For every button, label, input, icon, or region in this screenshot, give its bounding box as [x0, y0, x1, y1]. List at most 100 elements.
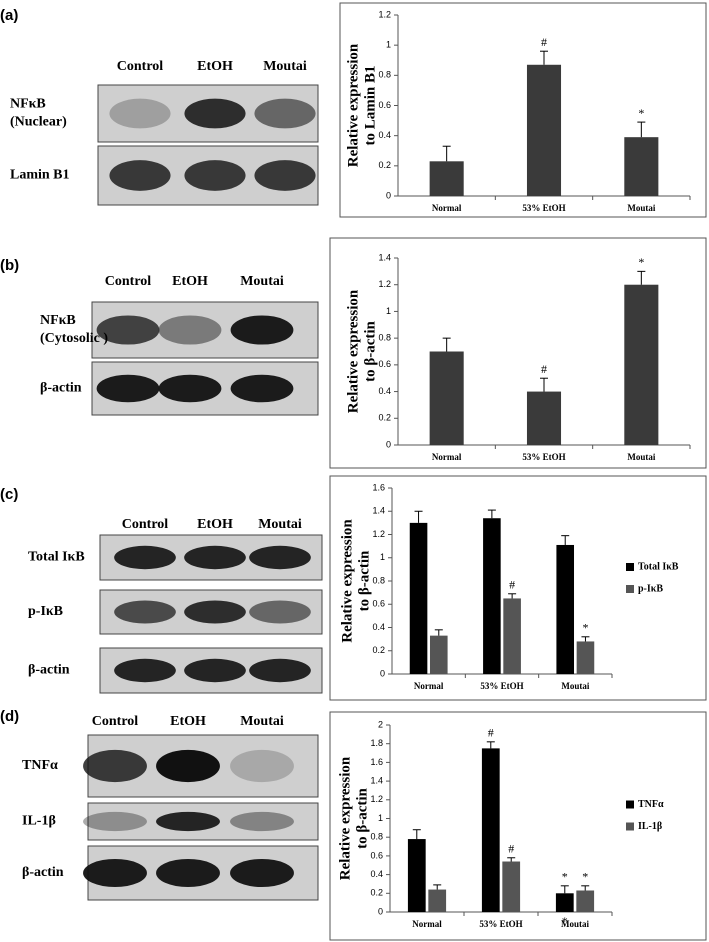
y-tick-label: 1 [380, 552, 385, 562]
y-tick-label: 0.8 [370, 832, 383, 842]
y-axis-title: Relative expression [337, 756, 353, 880]
blot-band [230, 315, 294, 345]
chart-frame [329, 711, 707, 941]
row-label: β-actin [40, 381, 82, 396]
lane-label: EtOH [197, 59, 233, 74]
x-tick-label: Normal [432, 203, 462, 213]
y-tick-label: 0.6 [372, 599, 385, 609]
panel-label: (b) [0, 257, 19, 274]
legend-swatch [626, 585, 634, 593]
chart-frame [329, 237, 707, 469]
x-tick-label: Moutai [627, 203, 655, 213]
significance-marker: * [562, 914, 568, 928]
blot-band [254, 160, 316, 191]
y-tick-label: 1.2 [372, 529, 385, 539]
bar [481, 748, 500, 912]
lane-label: Control [117, 59, 164, 74]
row-label: p-IκB [28, 604, 63, 619]
y-tick-label: 0.2 [378, 413, 391, 423]
y-tick-label: 1 [386, 306, 391, 316]
blot-band [83, 811, 147, 832]
y-tick-label: 0.2 [378, 160, 391, 170]
x-tick-label: Normal [432, 452, 462, 462]
y-tick-label: 1.6 [370, 757, 383, 767]
row-label: IL-1β [22, 814, 56, 829]
chart-frame [339, 2, 707, 218]
y-tick-label: 0.2 [372, 645, 385, 655]
y-tick-label: 0.4 [370, 869, 383, 879]
lane-label: EtOH [197, 517, 233, 532]
blot-band [184, 600, 246, 624]
bar [624, 284, 659, 445]
y-tick-label: 1.4 [370, 775, 383, 785]
bar [556, 544, 575, 674]
y-tick-label: 0.8 [372, 575, 385, 585]
y-axis-title: Relative expression [345, 289, 361, 413]
blot-band [254, 98, 316, 129]
blot-band [184, 545, 246, 570]
y-tick-label: 0.8 [378, 70, 391, 80]
y-tick-label: 0.4 [378, 386, 391, 396]
row-label: TNFα [22, 758, 58, 773]
y-tick-label: 2 [378, 719, 383, 729]
significance-marker: # [488, 726, 494, 740]
y-tick-label: 0 [386, 190, 391, 200]
y-tick-label: 0 [386, 439, 391, 449]
row-label: NFκB [10, 97, 46, 112]
y-tick-label: 1 [378, 813, 383, 823]
panel-label: (d) [0, 708, 19, 725]
y-tick-label: 1.2 [378, 279, 391, 289]
bar [409, 522, 428, 674]
bar [407, 839, 426, 912]
panel-label: (a) [0, 7, 18, 24]
blot-band [230, 858, 294, 888]
blot-band [158, 315, 222, 345]
blot-band [83, 858, 147, 888]
significance-marker: * [562, 870, 568, 884]
bar [502, 861, 521, 912]
y-tick-label: 1 [386, 40, 391, 50]
blot-band [156, 811, 220, 832]
row-label: (Cytosolic ) [40, 331, 108, 346]
significance-marker: # [509, 578, 515, 592]
legend-swatch [626, 822, 634, 831]
blot-band [109, 160, 171, 191]
y-tick-label: 0 [378, 906, 383, 916]
y-axis-title: Relative expression [339, 519, 355, 643]
y-tick-label: 0.6 [378, 359, 391, 369]
y-tick-label: 0.6 [370, 850, 383, 860]
bar [555, 893, 574, 912]
blot-band [114, 600, 176, 624]
x-tick-label: Moutai [627, 452, 655, 462]
lane-label: EtOH [170, 714, 206, 729]
y-tick-label: 1.2 [378, 9, 391, 19]
x-tick-label: Normal [414, 681, 444, 691]
blot-band [114, 545, 176, 570]
row-label: Lamin B1 [10, 168, 70, 183]
bar [503, 598, 521, 674]
y-tick-label: 0.4 [378, 130, 391, 140]
y-axis-title: Relative expression [345, 43, 361, 167]
chart-frame [329, 475, 707, 701]
blot-band [184, 98, 246, 129]
lane-label: EtOH [172, 274, 208, 289]
significance-marker: * [638, 255, 644, 269]
x-tick-label: 53% EtOH [522, 203, 565, 213]
blot-band [184, 160, 246, 191]
y-axis-title: to β-actin [356, 550, 372, 611]
bar [526, 391, 562, 445]
y-tick-label: 1.6 [372, 482, 385, 492]
y-tick-label: 0.2 [370, 888, 383, 898]
blot-band [158, 374, 222, 403]
bar [576, 890, 595, 912]
legend-label: TNFα [638, 799, 664, 810]
y-tick-label: 0.8 [378, 333, 391, 343]
significance-marker: # [541, 362, 547, 376]
lane-label: Moutai [263, 59, 307, 74]
row-label: NFκB [40, 313, 76, 328]
blot-band [249, 600, 311, 624]
bar [624, 137, 659, 196]
blot-band [230, 374, 294, 403]
y-tick-label: 1.4 [372, 506, 385, 516]
